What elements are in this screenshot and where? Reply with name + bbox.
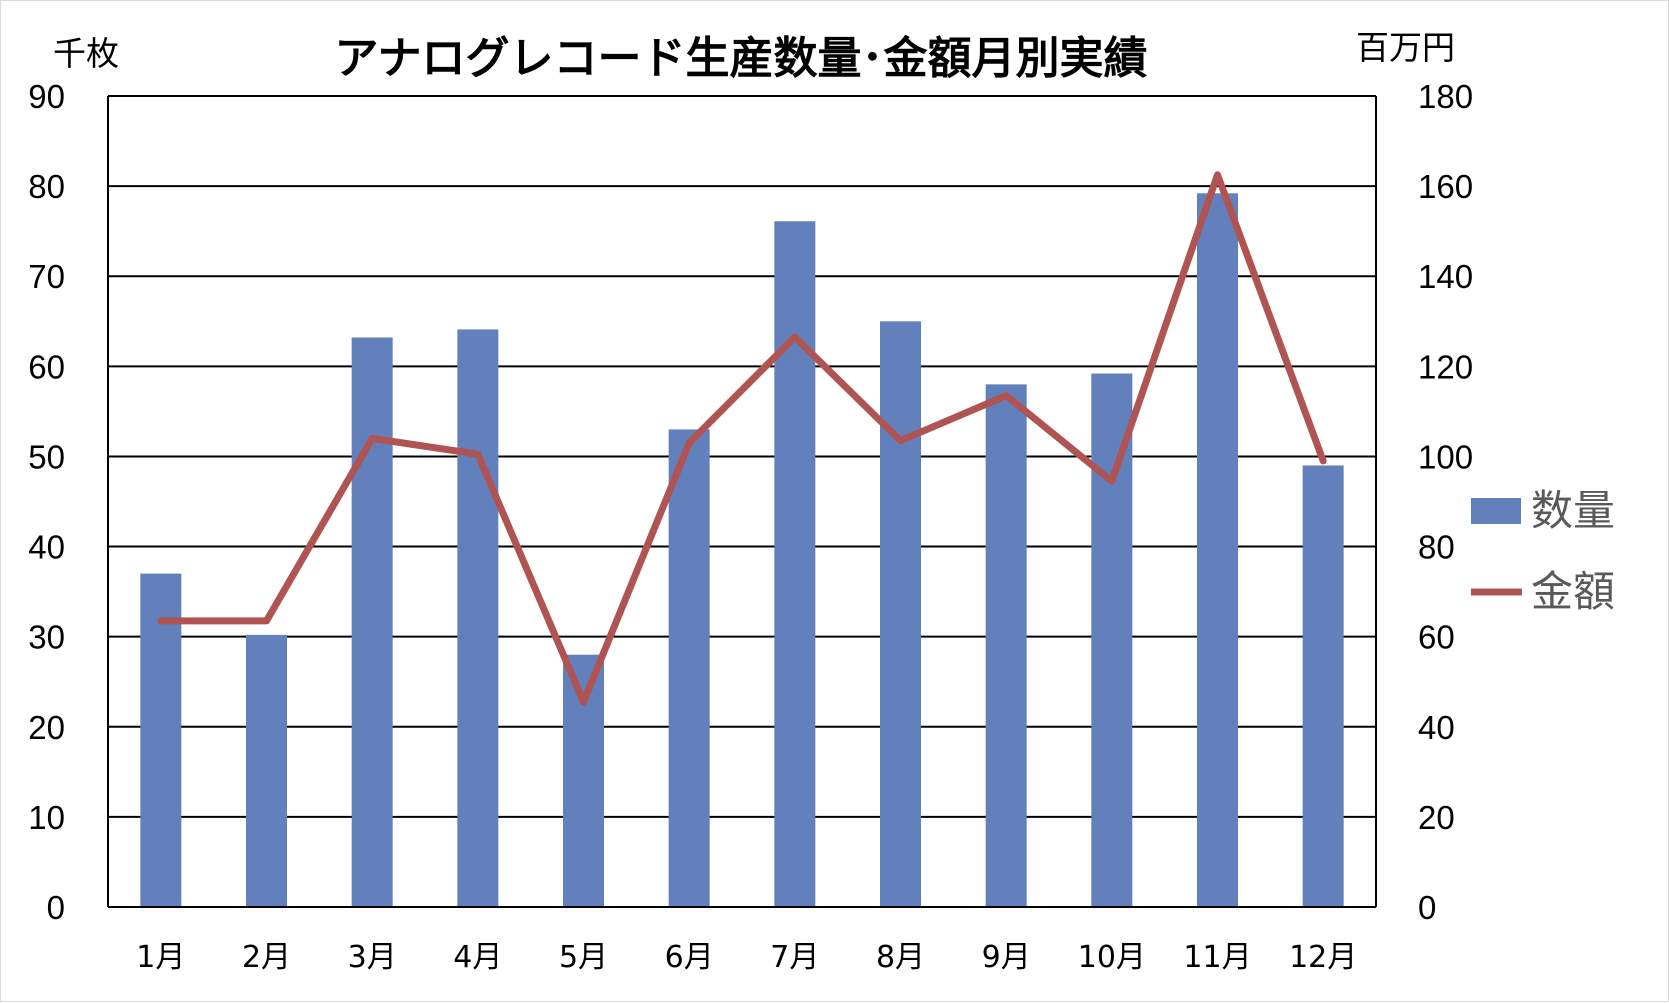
line-point-10月 xyxy=(1109,479,1114,484)
y-left-tick-label: 0 xyxy=(47,889,65,926)
plot-frame xyxy=(107,96,1377,908)
chart-title: アナログレコード生産数量･金額月別実績 xyxy=(334,33,1147,84)
y-right-tick-label: 120 xyxy=(1418,348,1473,385)
bar-5月 xyxy=(563,654,604,907)
legend-swatch-quantity xyxy=(1471,498,1521,524)
line-series-amount xyxy=(157,171,1327,706)
x-tick-label: 9月 xyxy=(982,940,1031,975)
bar-series xyxy=(140,193,1344,907)
line-point-6月 xyxy=(687,440,692,445)
line-point-4月 xyxy=(475,452,480,457)
y-right-tick-label: 140 xyxy=(1418,258,1473,295)
y-left-tick-label: 70 xyxy=(28,258,65,295)
y-right-tick-label: 20 xyxy=(1418,799,1455,836)
y-left-unit: 千枚 xyxy=(53,34,119,73)
line-point-3月 xyxy=(370,436,375,441)
x-tick-label: 1月 xyxy=(136,940,185,975)
line-point-8月 xyxy=(898,438,903,443)
y-right-tick-label: 180 xyxy=(1418,78,1473,115)
x-tick-label: 8月 xyxy=(876,940,925,975)
line-point-1月 xyxy=(158,618,163,623)
y-left-tick-label: 40 xyxy=(28,529,65,566)
y-left-tick-label: 50 xyxy=(28,438,65,475)
x-tick-label: 10月 xyxy=(1078,940,1146,975)
bar-8月 xyxy=(880,321,921,907)
x-tick-label: 7月 xyxy=(770,940,819,975)
x-tick-label: 12月 xyxy=(1289,940,1357,975)
y-right-tick-label: 60 xyxy=(1418,619,1455,656)
x-tick-label: 2月 xyxy=(242,940,291,975)
bar-3月 xyxy=(351,337,393,907)
y-left-tick-label: 90 xyxy=(28,78,65,115)
y-right-tick-label: 100 xyxy=(1418,438,1473,475)
y-left-tick-label: 20 xyxy=(28,709,65,746)
x-tick-label: 4月 xyxy=(453,940,502,975)
bar-7月 xyxy=(774,221,816,907)
line-point-12月 xyxy=(1321,458,1326,463)
x-tick-label: 5月 xyxy=(559,940,608,975)
y-right-tick-label: 80 xyxy=(1418,529,1455,566)
axes: 0 10 20 30 40 50 60 70 80 90 0 20 40 60 80 100 120 140 160… xyxy=(28,78,1473,975)
line-point-9月 xyxy=(1004,393,1009,398)
line-series xyxy=(157,171,1327,706)
line-point-5月 xyxy=(581,699,586,704)
y-right-tick-label: 40 xyxy=(1418,709,1455,746)
y-right-tick-label: 0 xyxy=(1418,889,1436,926)
bar-12月 xyxy=(1302,465,1344,907)
line-point-7月 xyxy=(792,335,797,340)
x-tick-label: 6月 xyxy=(665,940,714,975)
y-right-tick-label: 160 xyxy=(1418,168,1473,205)
bar-9月 xyxy=(985,384,1027,907)
bar-6月 xyxy=(668,429,710,907)
line-point-2月 xyxy=(264,618,269,623)
bar-2月 xyxy=(246,634,287,907)
bar-11月 xyxy=(1197,193,1238,907)
y-left-tick-label: 60 xyxy=(28,348,65,385)
y-left-tick-label: 80 xyxy=(28,168,65,205)
bar-1月 xyxy=(140,573,182,907)
gridlines xyxy=(108,95,1376,818)
bar-4月 xyxy=(457,329,499,907)
bar-10月 xyxy=(1091,373,1133,907)
x-tick-label: 11月 xyxy=(1183,940,1251,975)
legend-label-amount: 金額 xyxy=(1531,567,1615,616)
x-tick-label: 3月 xyxy=(348,940,397,975)
legend-label-quantity: 数量 xyxy=(1531,486,1615,535)
y-right-unit: 百万円 xyxy=(1356,28,1455,67)
y-left-tick-label: 30 xyxy=(28,619,65,656)
y-left-tick-label: 10 xyxy=(28,799,65,836)
line-point-11月 xyxy=(1215,172,1220,177)
